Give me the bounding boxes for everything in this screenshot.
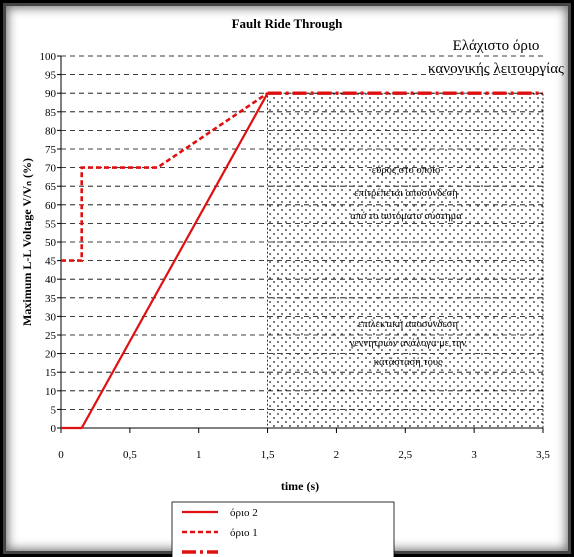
y-tick-label-90: 90 <box>45 88 57 100</box>
y-axis-title: Maximum L-L Voltage V/Vₙ (%) <box>20 158 34 326</box>
y-tick-label-95: 95 <box>45 70 57 82</box>
y-tick-label-45: 45 <box>45 256 57 268</box>
y-tick-label-75: 75 <box>45 144 57 156</box>
y-tick-label-85: 85 <box>45 107 57 119</box>
y-tick-label-30: 30 <box>45 311 57 323</box>
annotation-normal-limit: Ελάχιστο όριο κανονικής λειτουργίας <box>428 38 564 77</box>
y-tick-label-65: 65 <box>45 181 57 193</box>
y-tick-label-20: 20 <box>45 349 57 361</box>
x-tick-label-3: 3 <box>471 449 477 461</box>
x-tick-label-1,5: 1,5 <box>261 449 275 461</box>
x-tick-label-2,5: 2,5 <box>398 449 412 461</box>
chart-title: Fault Ride Through <box>232 16 344 31</box>
region-layer <box>267 92 544 429</box>
y-tick-label-55: 55 <box>45 218 57 230</box>
y-tick-label-5: 5 <box>51 404 57 416</box>
y-tick-label-15: 15 <box>45 367 57 379</box>
annotation-region-lower-line2: γεννητριών ανάλογα με την <box>349 338 467 349</box>
legend-box <box>171 501 395 557</box>
legend-items: όριο 2 όριο 1 <box>182 507 258 554</box>
series-line-1 <box>61 92 269 430</box>
shaded-disconnection-region <box>267 92 544 429</box>
y-tick-label-0: 0 <box>51 423 57 435</box>
axis-layer <box>57 55 544 433</box>
y-tick-label-40: 40 <box>45 274 57 286</box>
annotation-region-upper-line3: από το αυτόματο σύστημα <box>350 211 462 222</box>
x-tick-label-1: 1 <box>196 449 202 461</box>
annotation-region-upper-line2: επιτρέπεται αποσύνδεση <box>354 188 457 199</box>
series-line-2 <box>61 92 269 262</box>
legend: όριο 2 όριο 1 <box>171 501 395 557</box>
legend-label-2: όριο 1 <box>230 527 258 539</box>
y-tick-label-10: 10 <box>45 386 57 398</box>
y-tick-label-50: 50 <box>45 237 57 249</box>
annotation-region-lower-line3: κατάστασή τους <box>374 357 443 368</box>
annotation-region-lower: επιλεκτική αποσύνδεση γεννητριών ανάλογα… <box>349 319 467 368</box>
x-tick-labels: 0 0,5 1 1,5 2 2,5 3 3,5 <box>58 449 550 461</box>
annotation-region-upper: εύρος στο οποίο επιτρέπεται αποσύνδεση α… <box>350 165 462 222</box>
legend-label-1: όριο 2 <box>230 507 258 519</box>
y-tick-label-25: 25 <box>45 330 57 342</box>
x-tick-label-2: 2 <box>334 449 340 461</box>
x-tick-label-3,5: 3,5 <box>536 449 550 461</box>
series-layer <box>61 91 543 430</box>
annotation-region-lower-line1: επιλεκτική αποσύνδεση <box>358 319 458 330</box>
annotation-region-upper-line1: εύρος στο οποίο <box>372 165 441 176</box>
annotation-normal-limit-line1: Ελάχιστο όριο <box>453 38 540 54</box>
y-tick-labels: 0 5 10 15 20 25 30 35 40 45 50 55 60 65 70 75 80 85 90 95 10… <box>40 51 57 435</box>
y-tick-label-100: 100 <box>40 51 57 63</box>
x-tick-label-0,5: 0,5 <box>123 449 137 461</box>
y-tick-label-70: 70 <box>45 163 57 175</box>
y-tick-label-35: 35 <box>45 293 57 305</box>
x-axis-title: time (s) <box>281 479 319 493</box>
annotation-normal-limit-line2: κανονικής λειτουργίας <box>428 61 564 77</box>
y-tick-label-80: 80 <box>45 125 57 137</box>
y-tick-label-60: 60 <box>45 200 57 212</box>
x-tick-label-0: 0 <box>58 449 64 461</box>
